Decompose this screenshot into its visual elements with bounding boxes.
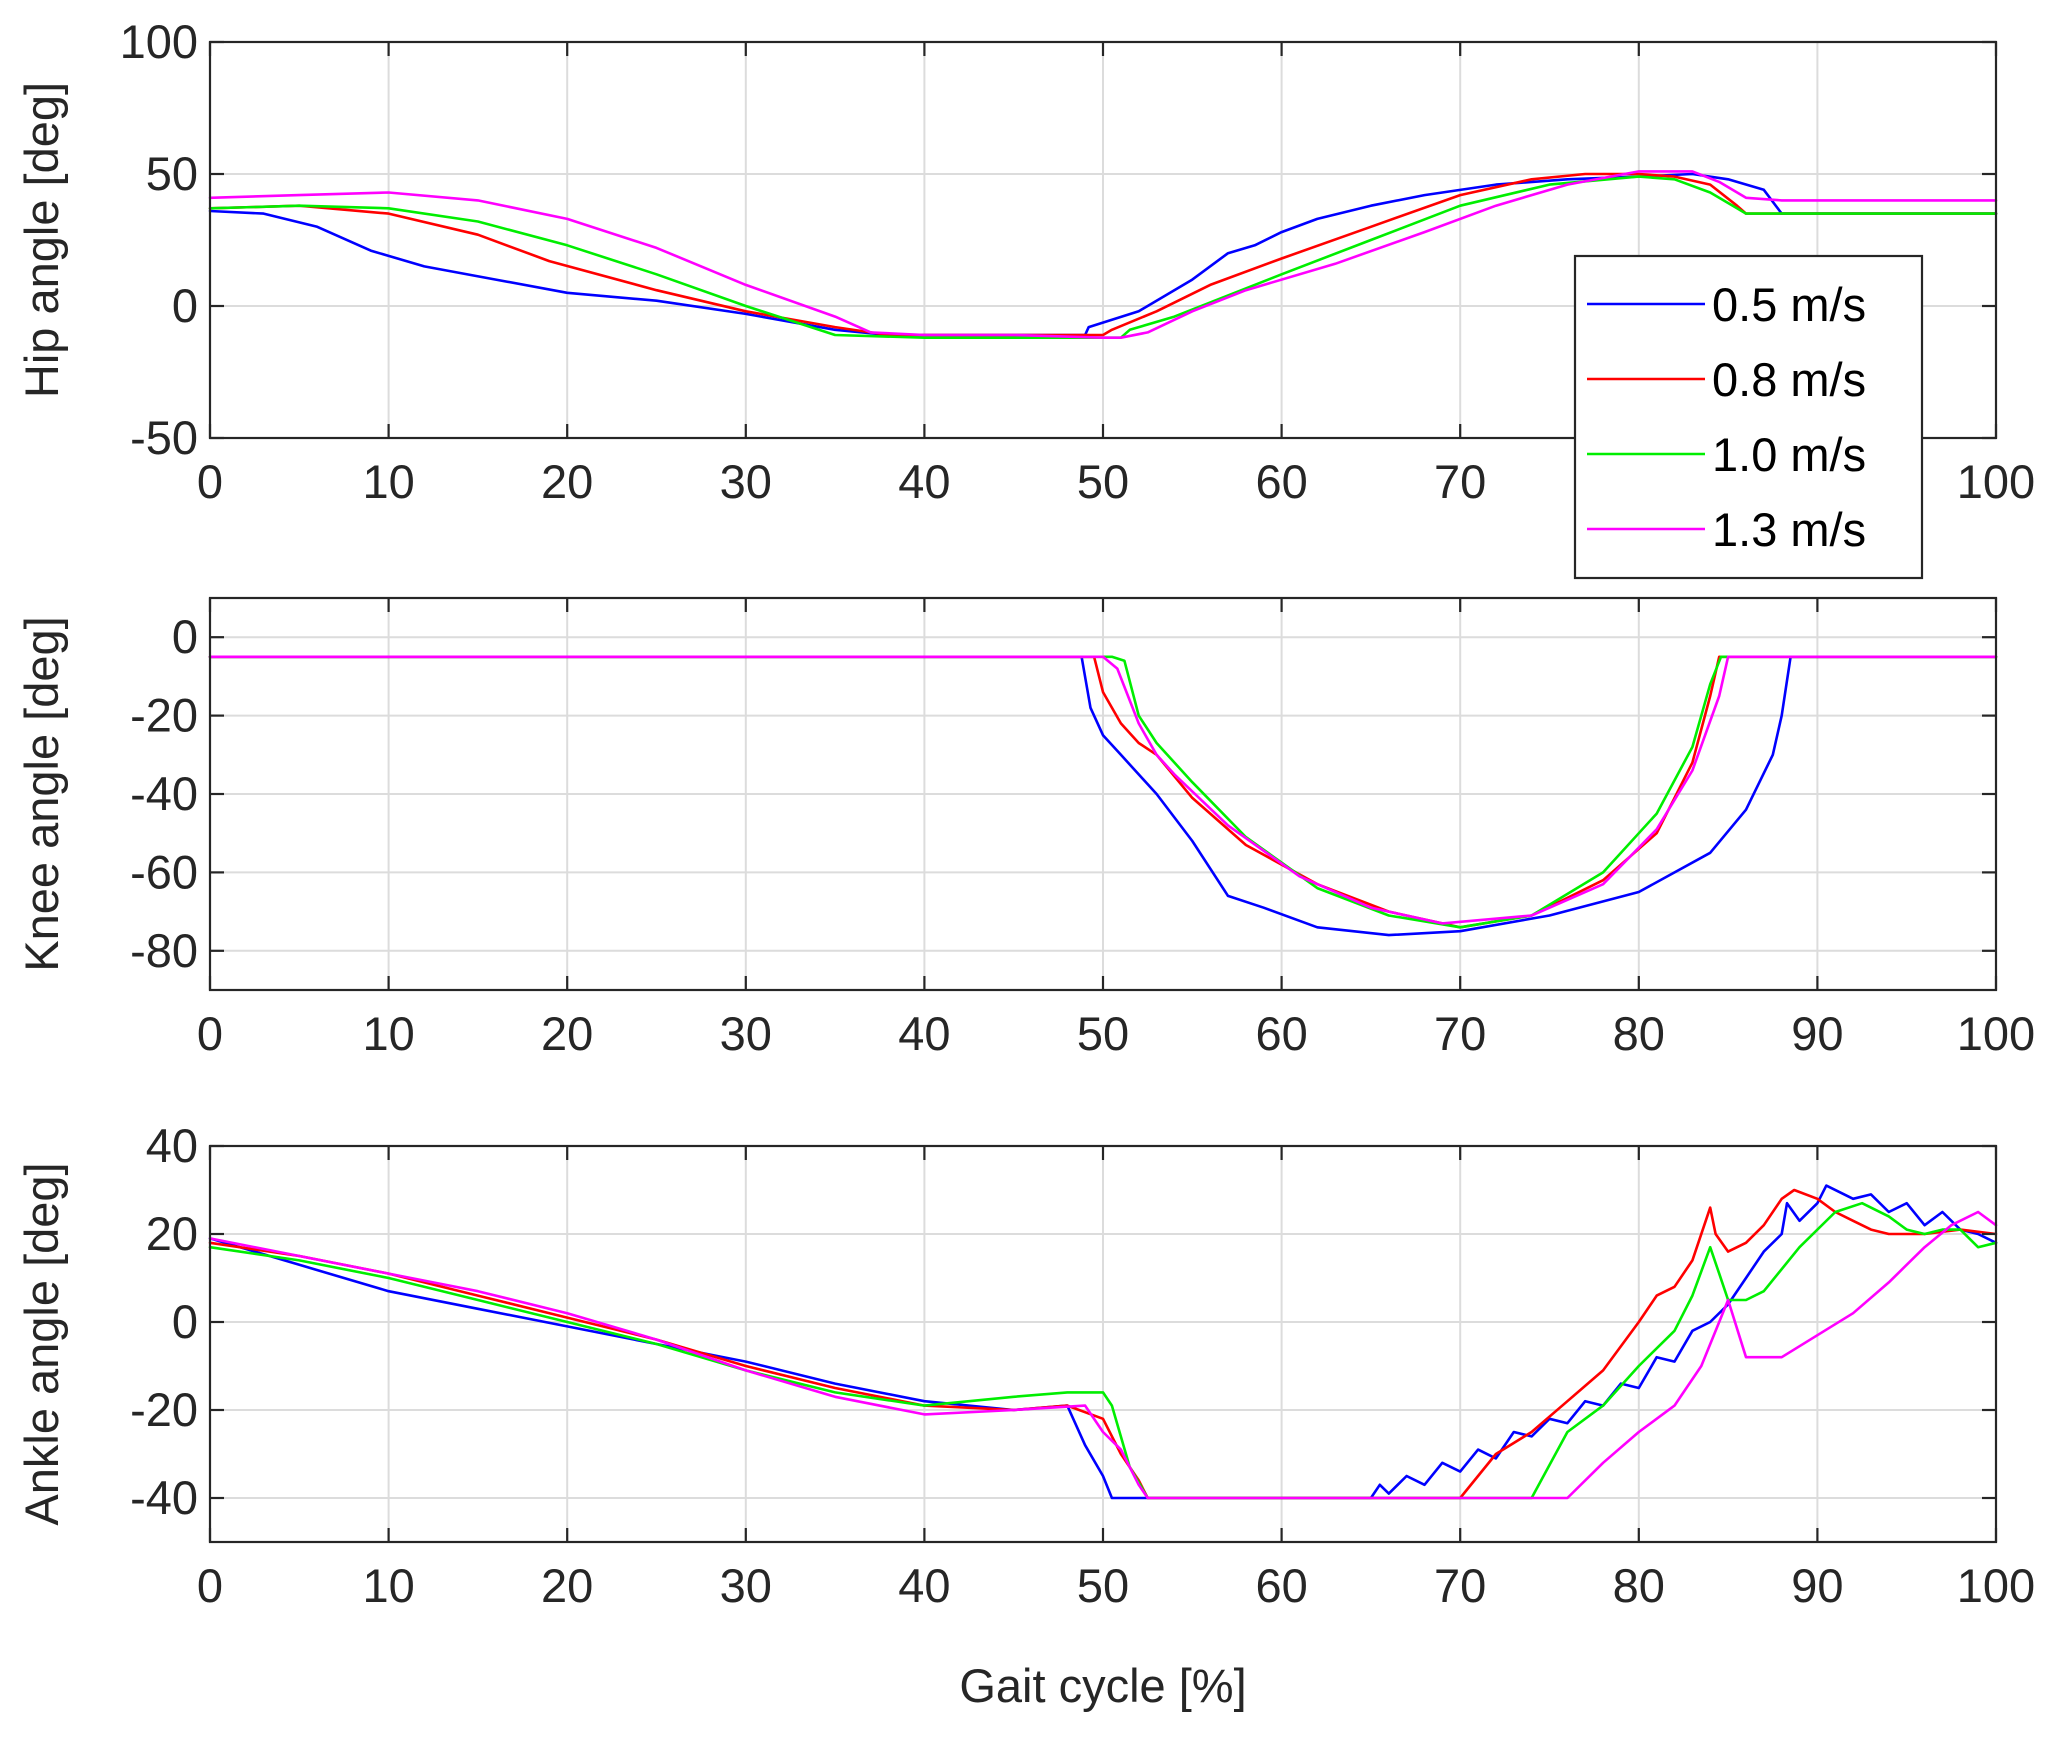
legend-label-3: 1.3 m/s bbox=[1712, 503, 1866, 556]
knee-xtick-label-90: 90 bbox=[1791, 1007, 1843, 1060]
ankle-panel: 0 10 20 30 40 50 60 70 80 90 100 -40 -20 0 20 40 Ankle a… bbox=[15, 1119, 2035, 1712]
hip-xtick-label-100: 100 bbox=[1957, 455, 2035, 508]
knee-series-1-0-m-s bbox=[208, 655, 1998, 929]
knee-xtick-label-40: 40 bbox=[898, 1007, 950, 1060]
ankle-xtick-label-80: 80 bbox=[1613, 1559, 1665, 1612]
hip-ylabel: Hip angle [deg] bbox=[15, 82, 68, 398]
ankle-series-0-5-m-s bbox=[208, 1184, 1998, 1500]
ankle-xtick-label-50: 50 bbox=[1077, 1559, 1129, 1612]
legend-box bbox=[1573, 254, 1924, 580]
hip-ytick-label-100: 100 bbox=[120, 15, 198, 68]
knee-xtick-label-20: 20 bbox=[541, 1007, 593, 1060]
ankle-ytick-label--20: -20 bbox=[130, 1383, 198, 1436]
ankle-xtick-label-10: 10 bbox=[362, 1559, 414, 1612]
ankle-xtick-label-40: 40 bbox=[898, 1559, 950, 1612]
ankle-ytick-label--40: -40 bbox=[130, 1471, 198, 1524]
knee-panel: 0 10 20 30 40 50 60 70 80 90 100 -80 -60 -40 -20 0 Knee … bbox=[15, 596, 2035, 1060]
hip-xtick-label-70: 70 bbox=[1434, 455, 1486, 508]
ankle-xtick-label-100: 100 bbox=[1957, 1559, 2035, 1612]
knee-xtick-label-0: 0 bbox=[197, 1007, 223, 1060]
knee-xtick-label-100: 100 bbox=[1957, 1007, 2035, 1060]
hip-xtick-label-60: 60 bbox=[1255, 455, 1307, 508]
knee-xtick-label-50: 50 bbox=[1077, 1007, 1129, 1060]
hip-series-0-8-m-s bbox=[208, 172, 1998, 337]
ankle-ytick-label-40: 40 bbox=[146, 1119, 198, 1172]
ankle-xtick-label-70: 70 bbox=[1434, 1559, 1486, 1612]
ankle-series-1-3-m-s bbox=[208, 1210, 1998, 1500]
hip-ytick-label-50: 50 bbox=[146, 147, 198, 200]
hip-xtick-label-50: 50 bbox=[1077, 455, 1129, 508]
hip-xtick-label-30: 30 bbox=[720, 455, 772, 508]
knee-xtick-label-60: 60 bbox=[1255, 1007, 1307, 1060]
ankle-xtick-label-30: 30 bbox=[720, 1559, 772, 1612]
legend-label-0: 0.5 m/s bbox=[1712, 278, 1866, 331]
hip-series-1-3-m-s bbox=[208, 170, 1998, 339]
ankle-ytick-label-20: 20 bbox=[146, 1207, 198, 1260]
knee-xtick-label-30: 30 bbox=[720, 1007, 772, 1060]
knee-ytick-label--60: -60 bbox=[130, 845, 198, 898]
hip-ytick-label-0: 0 bbox=[172, 279, 198, 332]
hip-xtick-label-0: 0 bbox=[197, 455, 223, 508]
ankle-ytick-label-0: 0 bbox=[172, 1295, 198, 1348]
ankle-xtick-label-90: 90 bbox=[1791, 1559, 1843, 1612]
legend: 0.5 m/s 0.8 m/s 1.0 m/s 1.3 m/s bbox=[1573, 254, 1924, 580]
legend-label-2: 1.0 m/s bbox=[1712, 428, 1866, 481]
knee-ytick-label--80: -80 bbox=[130, 924, 198, 977]
knee-xtick-label-70: 70 bbox=[1434, 1007, 1486, 1060]
hip-xtick-label-20: 20 bbox=[541, 455, 593, 508]
knee-series-0-5-m-s bbox=[208, 655, 1998, 937]
ankle-ylabel: Ankle angle [deg] bbox=[15, 1162, 68, 1525]
ankle-xtick-label-20: 20 bbox=[541, 1559, 593, 1612]
knee-xtick-label-80: 80 bbox=[1613, 1007, 1665, 1060]
knee-series-0-8-m-s bbox=[208, 655, 1998, 929]
knee-ylabel: Knee angle [deg] bbox=[15, 616, 68, 971]
hip-xtick-label-10: 10 bbox=[362, 455, 414, 508]
knee-ytick-label--40: -40 bbox=[130, 767, 198, 820]
knee-ytick-label-0: 0 bbox=[172, 610, 198, 663]
hip-series-1-0-m-s bbox=[208, 175, 1998, 339]
ankle-xlabel: Gait cycle [%] bbox=[959, 1659, 1246, 1712]
hip-ytick-label--50: -50 bbox=[130, 411, 198, 464]
ankle-xtick-label-60: 60 bbox=[1255, 1559, 1307, 1612]
ankle-series-0-8-m-s bbox=[208, 1188, 1998, 1500]
knee-ytick-label--20: -20 bbox=[130, 689, 198, 742]
knee-xtick-label-10: 10 bbox=[362, 1007, 414, 1060]
legend-label-1: 0.8 m/s bbox=[1712, 353, 1866, 406]
ankle-xtick-label-0: 0 bbox=[197, 1559, 223, 1612]
knee-series-1-3-m-s bbox=[208, 655, 1998, 925]
hip-xtick-label-40: 40 bbox=[898, 455, 950, 508]
